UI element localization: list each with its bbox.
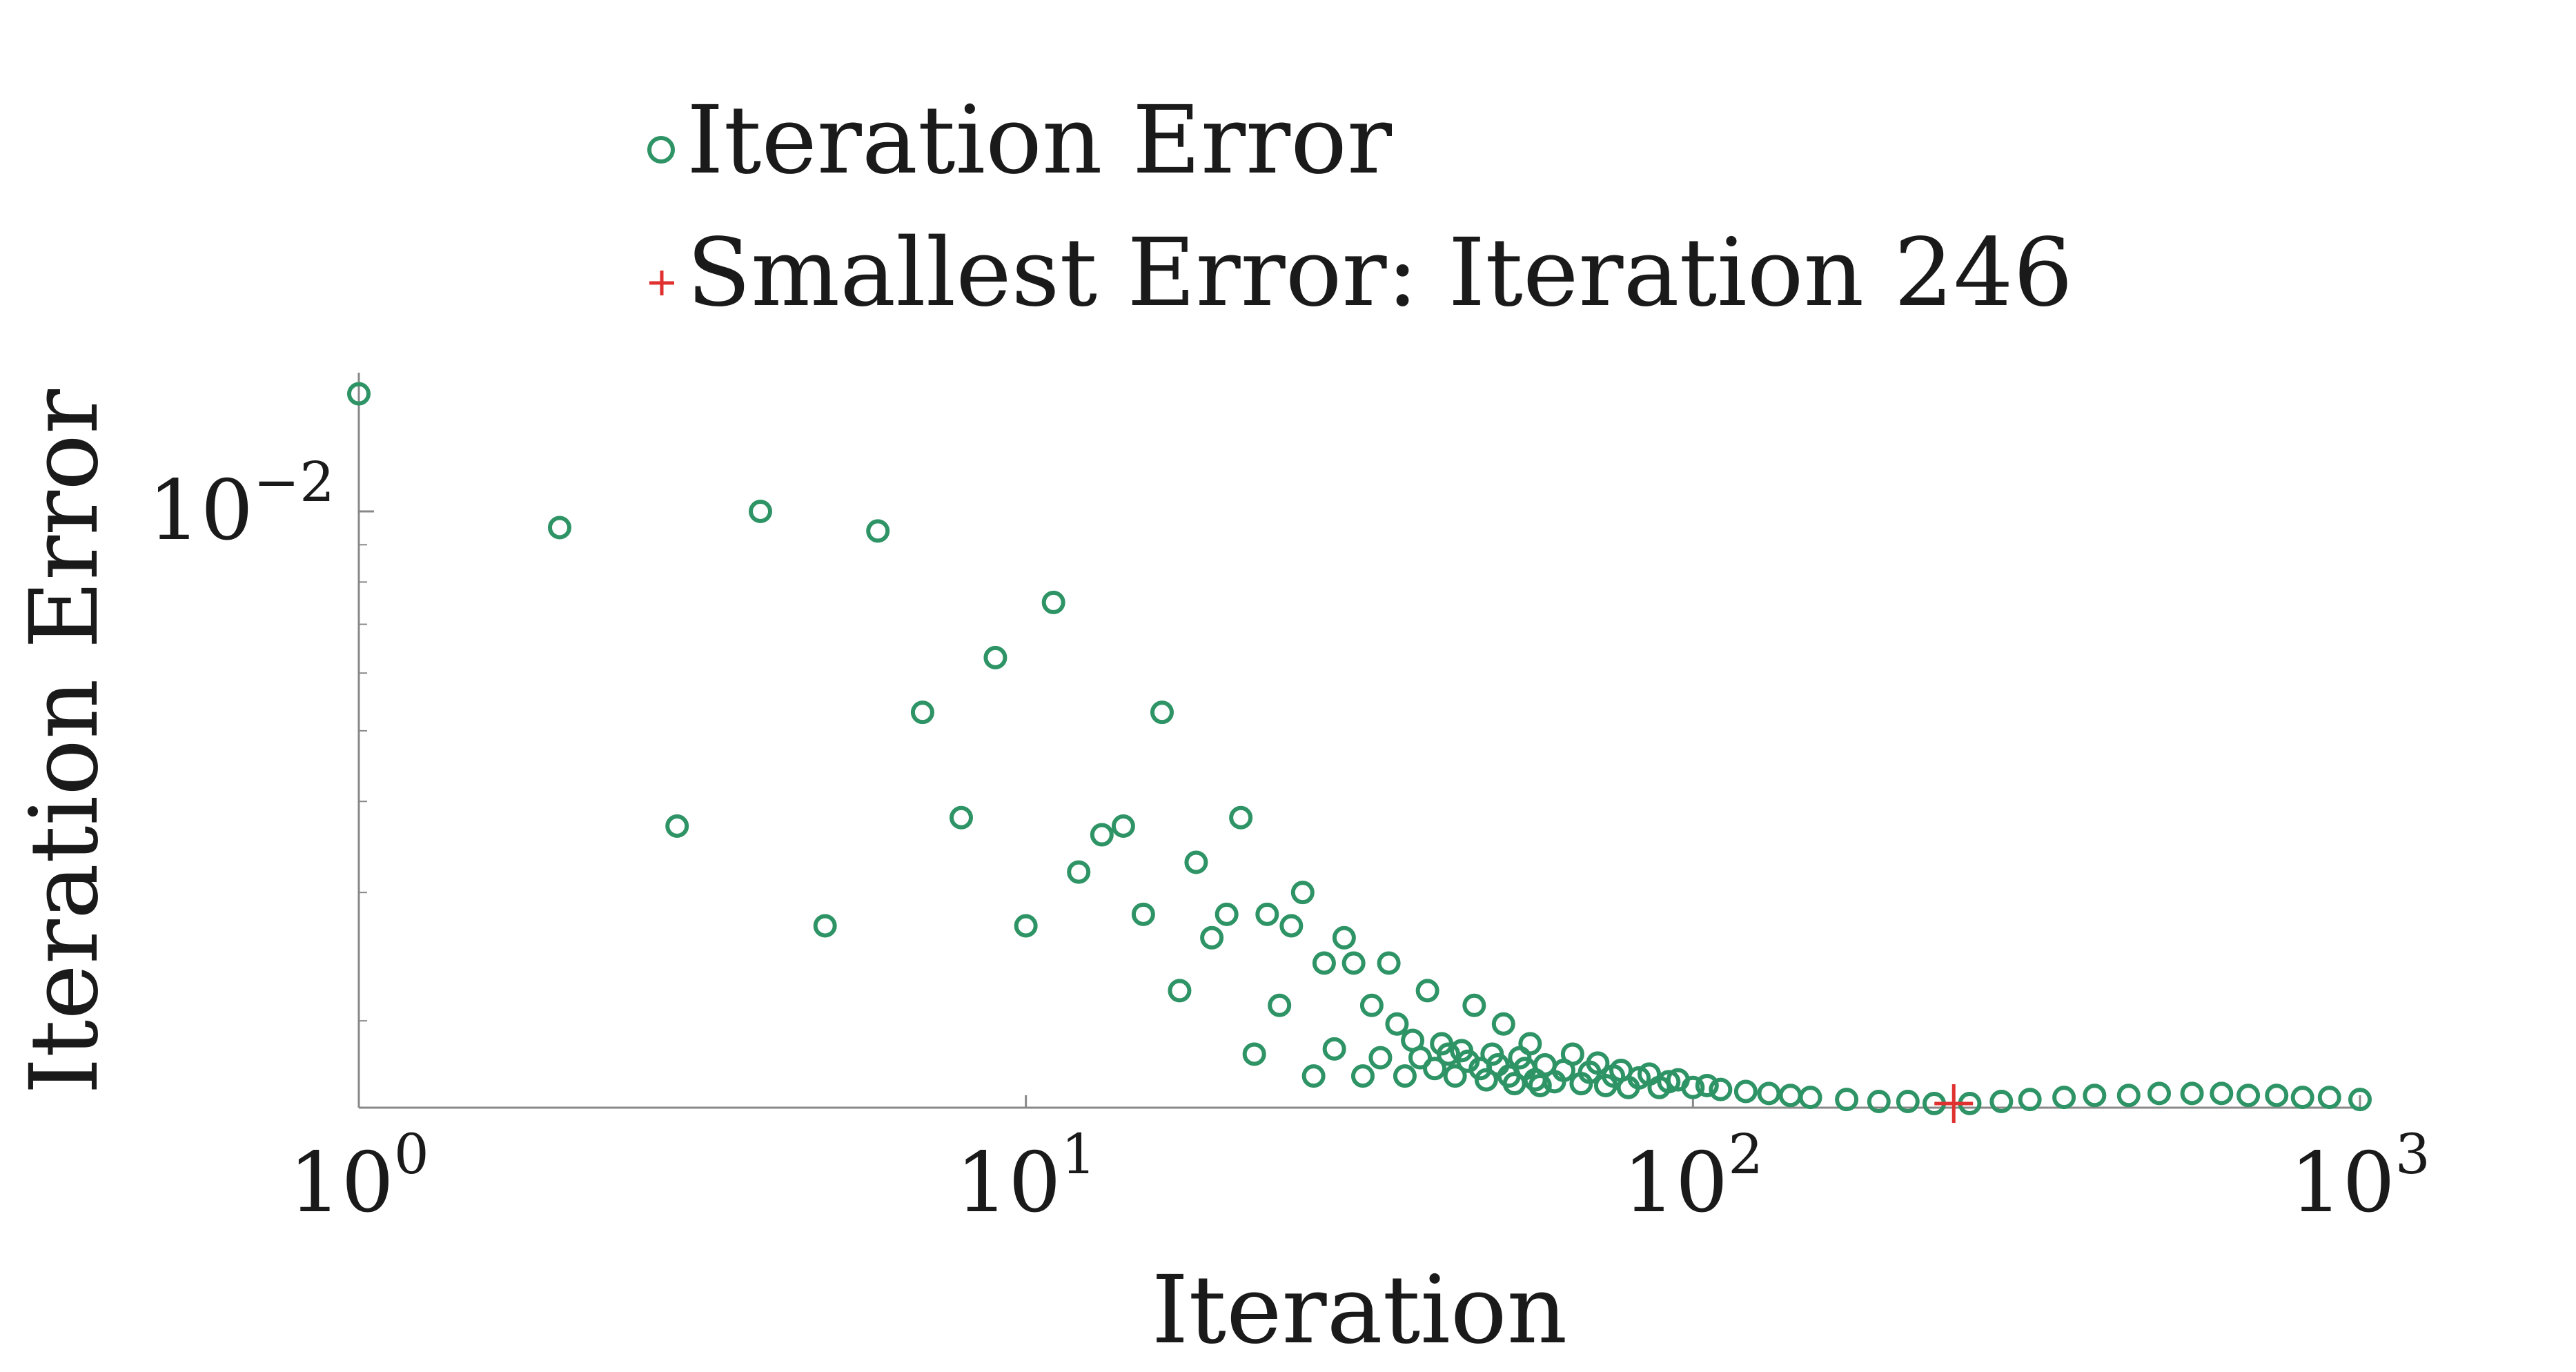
data-point-89: [2052, 1086, 2076, 1110]
data-point-73: [1657, 1070, 1681, 1094]
data-point-7: [949, 805, 973, 830]
data-point-56: [1518, 1032, 1542, 1056]
data-point-20: [1229, 805, 1253, 830]
data-point-91: [2116, 1084, 2141, 1108]
data-point-36: [1393, 1064, 1417, 1088]
data-point-93: [2180, 1081, 2204, 1106]
data-point-16: [1168, 979, 1192, 1003]
data-point-58: [1528, 1073, 1552, 1097]
data-point-34: [1377, 951, 1401, 975]
y-tick-label-0: 10−2: [148, 450, 335, 559]
data-point-26: [1301, 1064, 1326, 1088]
data-point-31: [1350, 1064, 1375, 1088]
data-point-11: [1067, 860, 1091, 884]
data-point-81: [1798, 1086, 1822, 1110]
data-point-78: [1733, 1079, 1758, 1104]
x-ticks: 100 101 102 103: [288, 1095, 2430, 1231]
data-point-96: [2265, 1084, 2289, 1108]
data-point-38: [1408, 1046, 1433, 1070]
data-point-46: [1462, 993, 1486, 1017]
data-point-70: [1627, 1066, 1651, 1090]
data-point-83: [1867, 1090, 1891, 1114]
data-point-48: [1474, 1068, 1498, 1092]
data-point-35: [1385, 1012, 1409, 1036]
data-point-29: [1332, 925, 1356, 950]
data-point-92: [2147, 1081, 2172, 1106]
data-point-3: [748, 499, 772, 523]
legend-marker-circle: [647, 136, 675, 164]
data-point-24: [1279, 914, 1304, 938]
y-axis-label: Iteration Error: [10, 389, 119, 1095]
x-tick-label-2: 102: [1623, 1122, 1764, 1231]
data-point-97: [2290, 1086, 2314, 1110]
legend-entry-iteration-error: Iteration Error: [647, 86, 1393, 195]
axes: 100 101 102 103 10−2: [148, 373, 2430, 1231]
data-point-88: [2018, 1088, 2042, 1112]
data-point-33: [1368, 1046, 1393, 1070]
data-point-76: [1695, 1073, 1719, 1097]
data-point-75: [1681, 1075, 1705, 1099]
data-point-4: [813, 914, 837, 938]
data-point-9: [1014, 914, 1038, 938]
data-point-27: [1312, 951, 1336, 975]
x-tick-label-0: 100: [288, 1122, 429, 1231]
data-point-62: [1560, 1042, 1584, 1066]
data-point-87: [1989, 1090, 2014, 1114]
min-marker-layer: [1934, 1084, 1974, 1124]
data-point-99: [2348, 1088, 2372, 1112]
data-point-77: [1709, 1077, 1733, 1101]
data-point-21: [1242, 1042, 1266, 1066]
legend-entry-smallest-error: Smallest Error: Iteration 246: [649, 219, 2073, 328]
data-point-17: [1184, 850, 1208, 874]
data-point-65: [1586, 1051, 1610, 1075]
data-point-14: [1131, 902, 1155, 926]
min-error-marker: [1934, 1084, 1974, 1124]
data-point-2: [665, 814, 689, 838]
data-point-8: [983, 645, 1007, 669]
data-point-39: [1415, 979, 1439, 1003]
data-point-94: [2210, 1081, 2234, 1106]
data-point-80: [1778, 1084, 1802, 1108]
data-point-43: [1443, 1064, 1467, 1088]
data-point-28: [1322, 1037, 1346, 1061]
data-point-42: [1437, 1042, 1461, 1066]
legend-label-iteration-error: Iteration Error: [687, 86, 1393, 195]
data-point-0: [347, 382, 371, 406]
x-tick-label-3: 103: [2290, 1122, 2430, 1231]
data-point-51: [1491, 1012, 1515, 1036]
data-point-22: [1255, 902, 1279, 926]
data-point-30: [1341, 951, 1366, 975]
data-point-32: [1359, 993, 1384, 1017]
data-point-98: [2317, 1086, 2341, 1110]
x-tick-label-1: 101: [956, 1122, 1097, 1231]
data-point-40: [1423, 1057, 1447, 1081]
data-point-13: [1111, 814, 1135, 838]
data-point-25: [1290, 881, 1315, 905]
legend-label-smallest-error: Smallest Error: Iteration 246: [687, 219, 2073, 328]
y-ticks: 10−2: [148, 450, 374, 1022]
data-point-23: [1268, 993, 1292, 1017]
data-point-12: [1090, 823, 1114, 847]
data-point-90: [2083, 1084, 2107, 1108]
data-point-1: [547, 516, 571, 540]
data-point-82: [1835, 1088, 1859, 1112]
data-point-15: [1150, 700, 1174, 725]
x-axis-label: Iteration: [1152, 1256, 1568, 1365]
data-points: [347, 382, 2372, 1116]
legend: Iteration Error Smallest Error: Iteratio…: [647, 86, 2073, 328]
data-point-10: [1041, 590, 1065, 614]
data-point-18: [1200, 925, 1224, 950]
data-point-6: [910, 700, 934, 725]
data-point-84: [1896, 1090, 1920, 1114]
data-point-5: [866, 519, 890, 543]
data-point-79: [1757, 1081, 1781, 1106]
data-point-95: [2236, 1084, 2261, 1108]
data-point-19: [1215, 902, 1239, 926]
